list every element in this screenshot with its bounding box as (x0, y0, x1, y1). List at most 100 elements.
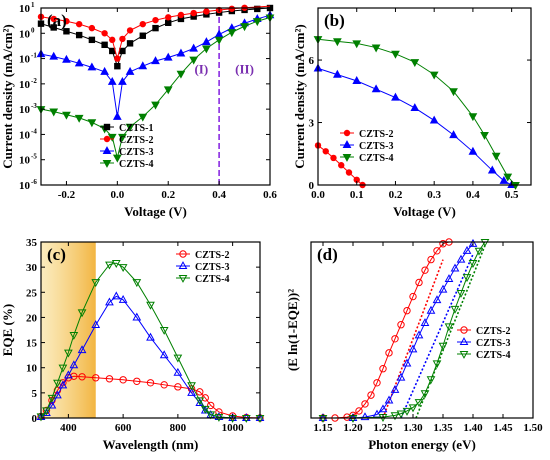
data-point (53, 390, 62, 399)
y-tick-exponent: -4 (31, 127, 37, 135)
data-point (487, 165, 497, 174)
data-point (105, 375, 114, 383)
data-point (77, 345, 87, 354)
data-point (163, 86, 173, 95)
data-point (338, 162, 345, 169)
x-tick-label: 0.6 (263, 189, 277, 201)
data-point (361, 400, 369, 408)
y-axis-label: EQE (%) (0, 304, 15, 356)
data-point (111, 260, 121, 268)
data-point (415, 278, 423, 287)
series-czts-3 (318, 238, 478, 422)
data-point (433, 247, 441, 255)
data-point (49, 51, 59, 60)
x-tick-label: 0.5 (505, 189, 519, 201)
data-point (49, 108, 59, 117)
data-point (408, 344, 418, 353)
data-point (397, 321, 405, 329)
data-point (126, 40, 134, 47)
data-point (109, 36, 116, 44)
data-point (195, 397, 205, 406)
series-line (317, 67, 512, 186)
data-point (159, 350, 169, 359)
data-point (228, 413, 237, 422)
data-point (133, 377, 141, 385)
data-point (87, 62, 97, 71)
x-tick-label: 1000 (222, 422, 245, 434)
data-point (352, 76, 362, 84)
data-point (88, 24, 96, 32)
data-point (414, 399, 424, 408)
y-tick-label: 35 (26, 237, 38, 249)
data-point (87, 119, 97, 128)
data-point (64, 370, 73, 379)
legend-marker (343, 129, 351, 137)
y-tick-label: 10 (19, 129, 31, 141)
x-tick-label: 0.2 (389, 189, 403, 201)
data-point (165, 19, 172, 26)
data-point (462, 274, 472, 283)
data-point (214, 36, 224, 45)
data-point (159, 326, 169, 335)
data-point (146, 332, 155, 341)
data-point (118, 76, 127, 85)
data-point (348, 413, 358, 422)
data-point (62, 54, 71, 63)
data-point (215, 408, 223, 416)
data-point (254, 5, 261, 13)
panel-a: -0.2 0.0 0.2 0.4 0.610-610-510-410-310-210-1… (0, 1, 277, 219)
legend-label: CZTS-1 (119, 123, 153, 134)
data-point (491, 152, 501, 161)
y-tick-label: 10 (19, 180, 31, 192)
data-point (402, 358, 412, 367)
data-point (105, 297, 114, 306)
data-point (420, 390, 430, 399)
x-tick-label: 0.1 (350, 189, 364, 201)
data-point (112, 111, 122, 120)
x-tick-label: 600 (115, 422, 132, 434)
shaded-band (41, 242, 96, 418)
data-point (119, 35, 126, 43)
data-point (58, 364, 68, 373)
data-point (92, 374, 100, 382)
series-line (40, 5, 271, 61)
data-point (403, 306, 411, 315)
data-point (396, 372, 406, 381)
y-tick-label: 10 (19, 28, 31, 40)
data-point (165, 14, 172, 21)
data-point (118, 264, 128, 273)
data-point (138, 113, 148, 122)
legend-marker (178, 274, 188, 283)
data-point (100, 66, 109, 75)
series-czts-2 (319, 238, 453, 422)
x-tick-label: 0.2 (161, 189, 175, 201)
x-tick-label: 1.15 (313, 422, 333, 434)
data-point (371, 84, 381, 93)
data-point (206, 411, 216, 420)
legend-marker (102, 159, 112, 168)
data-point (47, 394, 57, 403)
data-point (450, 263, 460, 272)
data-point (53, 379, 62, 388)
legend-label: CZTS-2 (359, 129, 393, 140)
data-point (379, 365, 387, 373)
data-point (330, 154, 337, 162)
data-point (146, 301, 155, 310)
data-point (114, 62, 121, 70)
legend-marker (102, 146, 112, 155)
y-tick-label: 15 (26, 338, 38, 350)
x-tick-label: 0.3 (427, 189, 441, 201)
x-tick-label: 1.35 (433, 422, 453, 434)
legend-label: CZTS-3 (359, 141, 393, 152)
series-czts-3 (313, 63, 517, 189)
data-point (408, 404, 418, 413)
data-point (189, 56, 199, 65)
y-tick-label: 10 (19, 54, 31, 66)
x-tick-label: 0.4 (466, 189, 480, 201)
panel-label: (c) (47, 245, 66, 264)
data-point (409, 292, 417, 301)
data-point (414, 330, 424, 339)
series-line (323, 243, 474, 419)
data-point (69, 331, 79, 340)
data-point (75, 20, 83, 28)
